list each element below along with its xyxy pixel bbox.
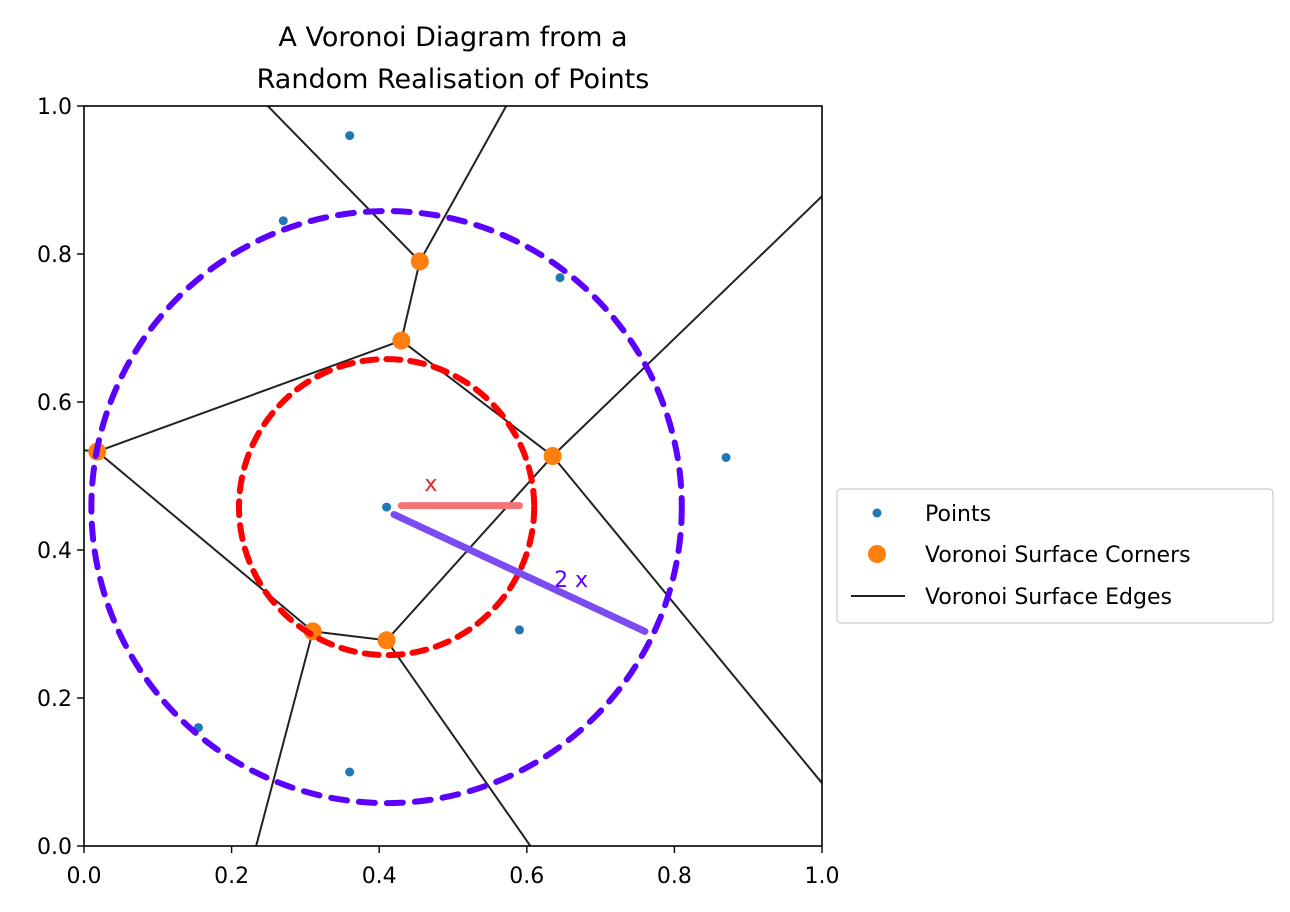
voronoi-corner-marker: [392, 331, 411, 350]
y-tick-label: 0.2: [37, 687, 72, 712]
legend: Points Voronoi Surface Corners Voronoi S…: [836, 488, 1274, 624]
voronoi-edge: [418, 106, 508, 262]
legend-points-label: Points: [925, 502, 991, 527]
chart-title-line-1: A Voronoi Diagram from a: [278, 22, 627, 53]
x-tick-label: 0.4: [362, 864, 397, 889]
y-tick-label: 0.4: [37, 539, 72, 564]
chart-title-line-2: Random Realisation of Points: [257, 64, 650, 95]
point-marker: [278, 216, 288, 226]
y-tick-label: 0.0: [37, 835, 72, 860]
voronoi-corner-marker: [543, 447, 562, 466]
voronoi-edge: [255, 631, 314, 846]
point-marker: [514, 625, 524, 635]
voronoi-edge: [385, 639, 532, 846]
y-tick-label: 1.0: [37, 95, 72, 120]
point-marker: [721, 453, 731, 462]
point-marker: [555, 273, 565, 283]
plot-frame: [83, 105, 823, 847]
legend-corners-marker: [868, 545, 886, 563]
x-tick-label: 0.2: [214, 864, 249, 889]
legend-box: [836, 488, 1274, 624]
voronoi-edge: [96, 450, 314, 633]
voronoi-edge: [551, 195, 822, 457]
voronoi-corner-marker: [410, 252, 429, 271]
x-tick-label: 1.0: [805, 864, 840, 889]
legend-points-marker: [872, 508, 882, 518]
voronoi-edge: [400, 339, 554, 457]
two-x-radius-bar: [390, 510, 649, 635]
point-marker: [382, 502, 392, 512]
y-axis: 0.0 0.2 0.4 0.6 0.8 1.0: [37, 95, 84, 860]
voronoi-edge: [96, 339, 402, 453]
plot-area: x 2 x: [84, 106, 822, 846]
x-tick-label: 0.0: [67, 864, 102, 889]
two-x-radius-label: 2 x: [554, 568, 588, 593]
outer-dashed-circle: [88, 208, 685, 807]
point-marker: [345, 131, 355, 141]
y-tick-label: 0.6: [37, 391, 72, 416]
x-axis: 0.0 0.2 0.4 0.6 0.8 1.0: [67, 846, 840, 889]
x-tick-label: 0.6: [509, 864, 544, 889]
voronoi-corner-marker: [377, 631, 396, 650]
voronoi-edge: [312, 630, 387, 642]
x-radius-label: x: [424, 472, 437, 497]
legend-edges-label: Voronoi Surface Edges: [925, 585, 1172, 610]
y-tick-label: 0.8: [37, 243, 72, 268]
voronoi-edge: [400, 261, 421, 341]
voronoi-edge: [551, 455, 822, 784]
voronoi-edge: [266, 106, 421, 263]
x-tick-label: 0.8: [657, 864, 692, 889]
legend-corners-label: Voronoi Surface Corners: [925, 543, 1191, 568]
chart-title: A Voronoi Diagram from a Random Realisat…: [257, 22, 650, 95]
inner-dashed-circle: [235, 356, 538, 659]
point-marker: [345, 767, 355, 777]
